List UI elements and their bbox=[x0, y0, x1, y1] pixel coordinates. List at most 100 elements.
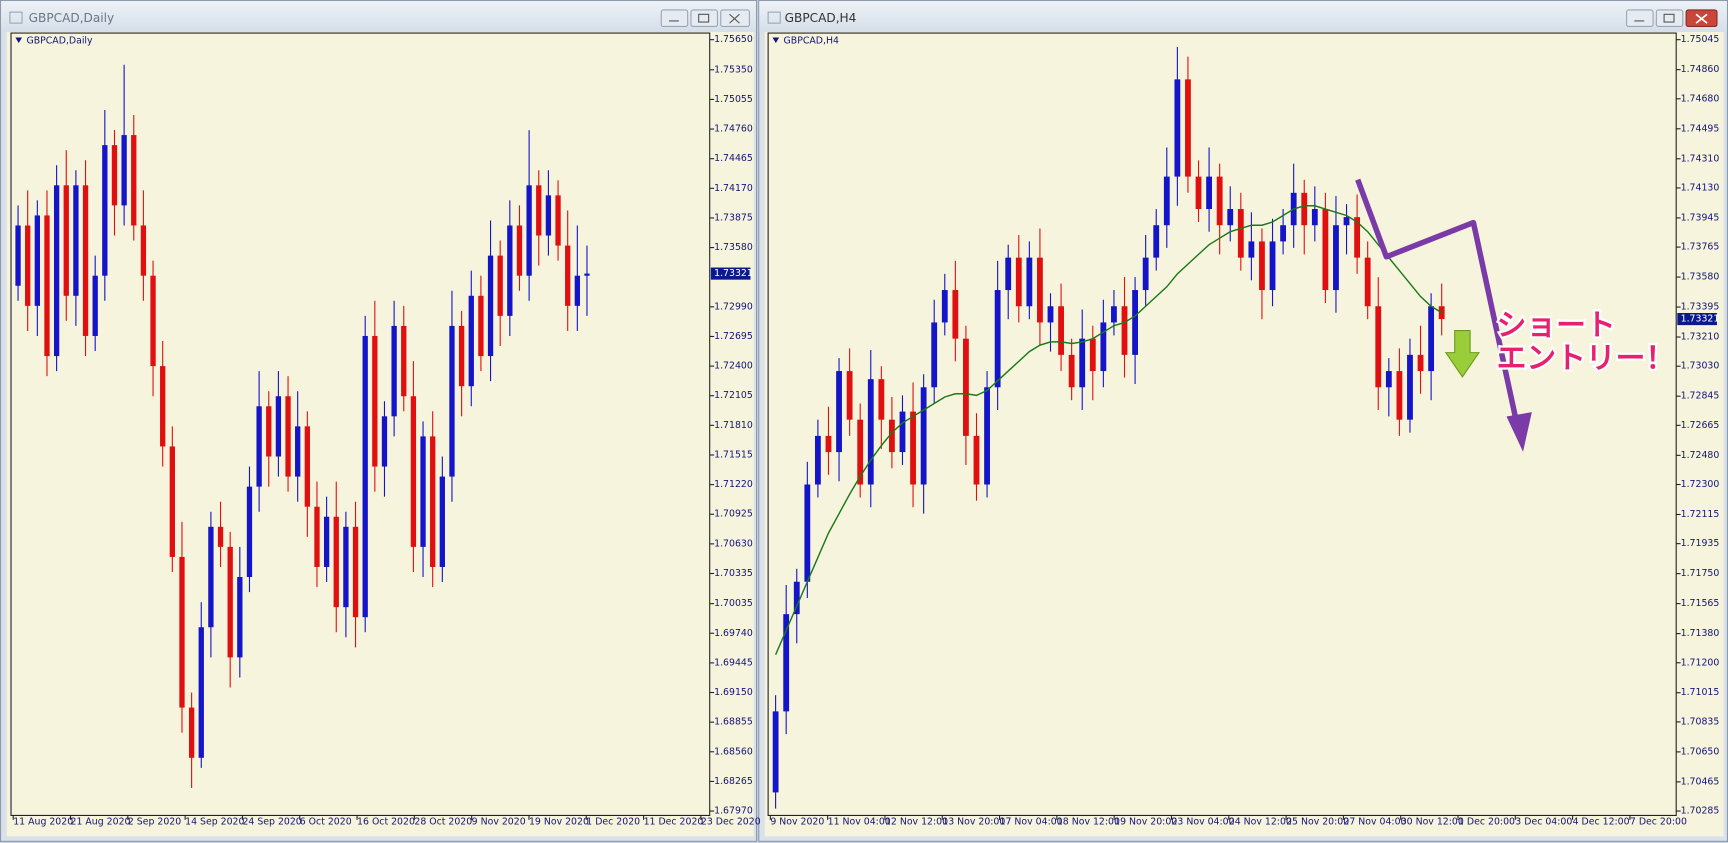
candle-body bbox=[1111, 306, 1117, 323]
candle-body bbox=[333, 516, 339, 608]
chart-layer: 1.75650 1.75350 1.75055 1.74760 1.74465 1.741… bbox=[12, 34, 1720, 828]
candle-body bbox=[1037, 257, 1043, 323]
y-tick-label: 1.74130 bbox=[1681, 182, 1720, 193]
candle-body bbox=[73, 185, 79, 296]
y-tick-label: 1.70835 bbox=[1681, 716, 1720, 727]
candle-body bbox=[266, 406, 272, 457]
y-tick-label: 1.72695 bbox=[714, 331, 753, 342]
candle-body bbox=[867, 379, 874, 485]
candle-body bbox=[227, 546, 233, 658]
candle-body bbox=[140, 225, 147, 276]
y-tick-label: 1.71750 bbox=[1681, 568, 1720, 579]
candle-body bbox=[783, 614, 790, 712]
candle-body bbox=[150, 275, 156, 367]
last-price-box bbox=[710, 267, 751, 280]
minimize-button[interactable] bbox=[1626, 9, 1654, 27]
y-tick-label: 1.71565 bbox=[1681, 598, 1720, 609]
x-tick-label: 24 Nov 12:00 bbox=[1229, 817, 1292, 828]
candle-body bbox=[1428, 306, 1435, 372]
x-tick-label: 19 Nov 2020 bbox=[529, 817, 589, 828]
x-tick-label: 4 Dec 12:00 bbox=[1573, 817, 1630, 828]
candle-body bbox=[362, 335, 368, 618]
y-tick-label: 1.72115 bbox=[1681, 509, 1720, 520]
candle-body bbox=[1206, 176, 1213, 210]
chart-background bbox=[6, 31, 754, 837]
y-tick-label: 1.69445 bbox=[714, 657, 753, 668]
y-tick-label: 1.68560 bbox=[714, 746, 753, 757]
candle-body bbox=[217, 526, 224, 547]
candle-body bbox=[439, 476, 445, 567]
y-tick-label: 1.70285 bbox=[1681, 806, 1720, 817]
y-tick-label: 1.73945 bbox=[1681, 212, 1720, 223]
candle-body bbox=[1079, 338, 1086, 388]
candle-body bbox=[1015, 257, 1022, 307]
minimize-button[interactable] bbox=[660, 9, 689, 27]
title-bar bbox=[759, 1, 1727, 32]
candle-body bbox=[857, 419, 864, 485]
candle-body bbox=[1058, 306, 1064, 355]
symbol-arrow bbox=[15, 37, 23, 43]
x-tick-label: 7 Dec 20:00 bbox=[1630, 817, 1687, 828]
candle-body bbox=[285, 396, 291, 477]
y-tick-label: 1.71515 bbox=[714, 449, 753, 460]
candle-body bbox=[984, 387, 990, 485]
candle-body bbox=[1354, 217, 1361, 258]
annotation-line: エントリー！ bbox=[1497, 341, 1676, 376]
restore-button[interactable] bbox=[1655, 9, 1684, 27]
candle-body bbox=[1195, 176, 1202, 210]
window-buttons[interactable] bbox=[1626, 9, 1718, 27]
y-tick-label: 1.69740 bbox=[714, 628, 753, 639]
annotation-line: ショート bbox=[1497, 308, 1616, 343]
y-tick-label: 1.74860 bbox=[1681, 64, 1720, 75]
window-buttons[interactable] bbox=[660, 9, 750, 27]
candle-body bbox=[1322, 209, 1329, 291]
candle-body bbox=[941, 290, 948, 323]
candle-body bbox=[208, 526, 214, 628]
y-tick-label: 1.67970 bbox=[714, 806, 753, 817]
x-tick-label: 11 Nov 04:00 bbox=[828, 817, 891, 828]
y-tick-label: 1.74760 bbox=[714, 124, 753, 135]
candle-body bbox=[458, 325, 465, 387]
candle-body bbox=[1396, 371, 1403, 420]
candle-body bbox=[1068, 354, 1075, 388]
candle-body bbox=[1227, 209, 1234, 226]
x-tick-label: 3 Dec 04:00 bbox=[1515, 817, 1572, 828]
y-tick-label: 1.73210 bbox=[1681, 332, 1720, 343]
candle-body bbox=[836, 371, 842, 453]
x-tick-label: 21 Aug 2020 bbox=[71, 817, 131, 828]
candle-body bbox=[536, 185, 542, 236]
candle-body bbox=[1280, 225, 1287, 242]
purple-arrow-line bbox=[1355, 178, 1522, 433]
symbol-arrow bbox=[772, 37, 780, 43]
candle-body bbox=[507, 225, 513, 316]
candle-body bbox=[179, 556, 185, 708]
candle-body bbox=[920, 387, 927, 485]
candle-body bbox=[44, 215, 50, 357]
y-tick-label: 1.70335 bbox=[714, 568, 753, 579]
candle-body bbox=[1333, 225, 1339, 291]
candle-body bbox=[1216, 176, 1223, 226]
y-tick-label: 1.72845 bbox=[1681, 391, 1720, 402]
x-tick-label: 30 Nov 12:00 bbox=[1401, 817, 1464, 828]
restore-button[interactable] bbox=[690, 9, 718, 27]
candle-body bbox=[246, 486, 253, 578]
candle-body bbox=[198, 627, 204, 758]
candle-body bbox=[160, 366, 166, 447]
candle-body bbox=[584, 273, 590, 276]
candle-body bbox=[793, 581, 800, 615]
window-daily: GBPCAD,Daily GBPCAD,Daily bbox=[0, 0, 758, 842]
x-tick-label: 11 Dec 2020 bbox=[644, 817, 704, 828]
candle-body bbox=[574, 275, 580, 306]
y-tick-label: 1.71200 bbox=[1681, 657, 1720, 668]
y-tick-label: 1.68265 bbox=[714, 776, 753, 787]
y-tick-label: 1.72400 bbox=[714, 361, 753, 372]
candle-body bbox=[565, 245, 571, 306]
candle-body bbox=[1269, 241, 1276, 291]
candle-body bbox=[889, 419, 895, 453]
candle-body bbox=[487, 255, 494, 357]
candle-body bbox=[1026, 257, 1033, 307]
x-tick-label: 9 Nov 2020 bbox=[472, 817, 526, 828]
candle-body bbox=[1174, 79, 1181, 177]
candle-body bbox=[1185, 79, 1191, 177]
icon bbox=[698, 13, 710, 23]
